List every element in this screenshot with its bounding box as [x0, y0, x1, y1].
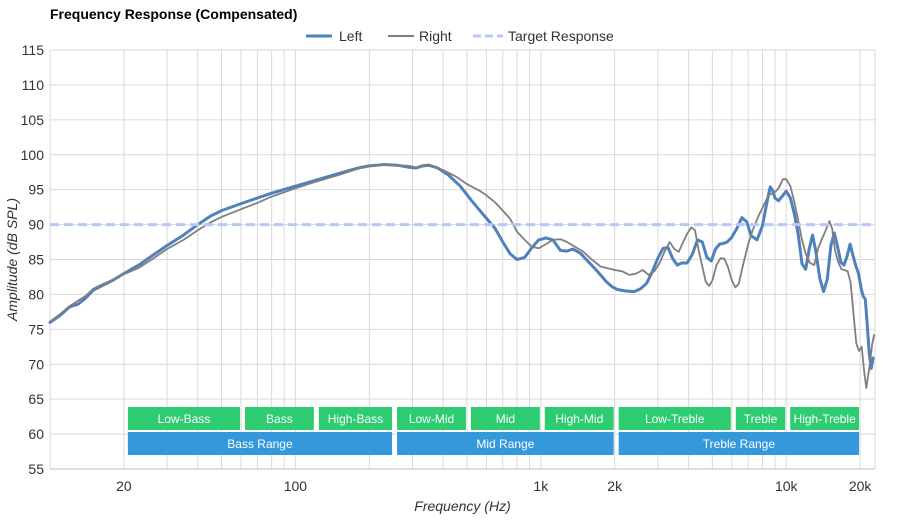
band-label-high-mid: High-Mid: [555, 412, 603, 426]
y-tick-label: 110: [22, 77, 45, 93]
band-high-treble: [790, 407, 860, 430]
band-label-bass-range: Bass Range: [227, 437, 293, 451]
x-tick-label: 20k: [849, 478, 873, 494]
band-label-high-treble: High-Treble: [794, 412, 857, 426]
legend-label-target-response: Target Response: [508, 28, 614, 44]
band-high-bass: [318, 407, 393, 430]
y-tick-label: 80: [28, 286, 44, 302]
y-tick-label: 95: [28, 182, 44, 198]
grid-layer: [49, 49, 876, 470]
band-bass-range: [127, 432, 393, 455]
band-label-low-treble: Low-Treble: [645, 412, 705, 426]
y-tick-label: 115: [22, 42, 45, 58]
legend-label-right: Right: [419, 28, 452, 44]
axis-layer: 55 60 65 70 75 80 85 90 95 100 105 110 115 20 100 1k 2k 1…: [4, 42, 872, 514]
x-tick-label: 2k: [607, 478, 623, 494]
y-tick-label: 55: [28, 461, 44, 477]
y-tick-label: 85: [28, 252, 44, 268]
band-treble-range: [618, 432, 860, 455]
x-tick-label: 10k: [775, 478, 799, 494]
band-label-low-bass: Low-Bass: [158, 412, 211, 426]
band-label-treble-range: Treble Range: [703, 437, 776, 451]
y-tick-label: 75: [28, 321, 44, 337]
y-axis-label: Amplitude (dB SPL): [4, 198, 20, 322]
band-mid: [470, 407, 540, 430]
band-layer: Low-Bass Bass High-Bass Low-Mid Mid High-Mid L…: [127, 407, 860, 455]
band-low-treble: [618, 407, 731, 430]
band-label-mid-range: Mid Range: [476, 437, 534, 451]
series-layer: [48, 163, 875, 389]
legend-label-left: Left: [339, 28, 362, 44]
x-axis-label: Frequency (Hz): [414, 498, 510, 514]
band-mid-range: [397, 432, 614, 455]
series-line-right: [49, 163, 875, 389]
y-tick-label: 90: [28, 217, 44, 233]
y-tick-label: 70: [28, 356, 44, 372]
band-low-mid: [397, 407, 466, 430]
x-tick-label: 100: [284, 478, 308, 494]
series-line-left: [48, 163, 875, 370]
band-label-high-bass: High-Bass: [328, 412, 383, 426]
band-bass: [244, 407, 314, 430]
band-label-treble: Treble: [744, 412, 778, 426]
x-tick-label: 1k: [533, 478, 549, 494]
chart-title: Frequency Response (Compensated): [50, 6, 298, 22]
x-tick-label: 20: [116, 478, 132, 494]
band-treble: [735, 407, 786, 430]
y-tick-label: 60: [28, 426, 44, 442]
band-label-low-mid: Low-Mid: [409, 412, 454, 426]
y-tick-label: 100: [21, 147, 45, 163]
band-low-bass: [127, 407, 240, 430]
legend-layer: Left Right Target Response: [306, 28, 614, 44]
band-high-mid: [544, 407, 614, 430]
band-label-mid: Mid: [496, 412, 515, 426]
band-label-bass: Bass: [266, 412, 293, 426]
y-tick-label: 65: [28, 391, 44, 407]
y-tick-label: 105: [21, 112, 45, 128]
